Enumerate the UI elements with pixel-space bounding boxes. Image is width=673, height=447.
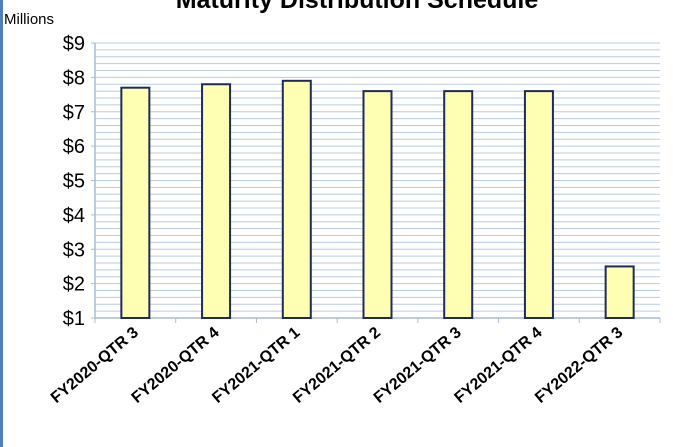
bar — [443, 90, 474, 319]
y-tick-label: $2 — [63, 274, 85, 296]
y-tick-label: $9 — [63, 33, 85, 55]
y-tick-label: $4 — [63, 205, 85, 227]
bar — [120, 86, 151, 319]
bars — [120, 79, 635, 319]
x-tick-label: FY2022-QTR 3 — [532, 324, 626, 407]
y-axis-ticks: $1 $2 $3 $4 $5 $6 $7 $8 $9 — [63, 33, 95, 330]
y-tick-label: $6 — [63, 136, 85, 158]
units-label: Millions — [4, 11, 54, 28]
bar — [604, 265, 635, 319]
y-tick-label: $5 — [63, 171, 85, 193]
y-tick-label: $1 — [63, 308, 85, 330]
y-tick-label: $7 — [63, 102, 85, 124]
bar — [201, 83, 232, 319]
bar — [523, 90, 554, 319]
y-tick-label: $3 — [63, 239, 85, 261]
y-tick-label: $8 — [63, 67, 85, 89]
chart-title: Maturity Distribution Schedule — [176, 0, 539, 14]
bar — [362, 90, 393, 319]
bar — [281, 79, 312, 319]
page-left-border — [0, 0, 3, 447]
